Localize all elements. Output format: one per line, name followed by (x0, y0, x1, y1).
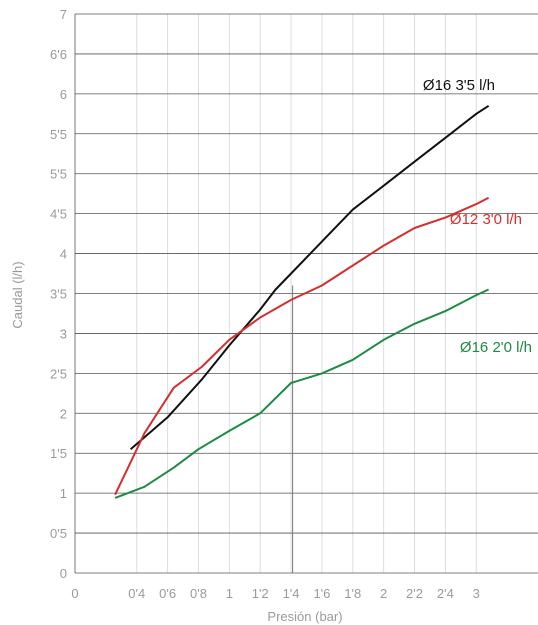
x-tick-label: 0'8 (190, 586, 207, 601)
y-tick-label: 3'5 (50, 287, 67, 302)
x-tick-label: 1'2 (252, 586, 269, 601)
y-tick-label: 5'5 (50, 167, 67, 182)
x-axis-ticks: 0 0'4 0'6 0'8 1 1'2 1'4 1'6 1'8 2 2'2 2'4 3 (71, 586, 480, 601)
x-axis-title: Presión (bar) (267, 609, 342, 624)
series-labels: Ø16 3'5 l/h Ø12 3'0 l/h Ø16 2'0 l/h (423, 77, 532, 356)
x-tick-label: 0'4 (128, 586, 145, 601)
y-tick-label: 3 (60, 326, 67, 341)
series-label: Ø16 2'0 l/h (460, 339, 532, 356)
y-tick-label: 7 (60, 7, 67, 22)
x-tick-label: 1 (226, 586, 233, 601)
series-lines (114, 104, 490, 499)
grid (74, 13, 538, 574)
series-line (129, 104, 490, 450)
y-tick-label: 6 (60, 87, 67, 102)
y-tick-label: 2'5 (50, 366, 67, 381)
y-axis-ticks: 0 0'5 1 1'5 2 2'5 3 3'5 4 4'5 5'5 5'5 6 6'6 7 (50, 7, 67, 581)
x-tick-label: 3 (473, 586, 480, 601)
series-line (114, 288, 490, 499)
x-tick-label: 2 (380, 586, 387, 601)
x-tick-label: 1'8 (344, 586, 361, 601)
series-label: Ø16 3'5 l/h (423, 77, 495, 94)
y-axis-title: Caudal (l/h) (10, 261, 25, 328)
y-tick-label: 4'5 (50, 207, 67, 222)
series-line (114, 196, 490, 496)
x-tick-label: 1'4 (283, 586, 300, 601)
y-tick-label: 2 (60, 406, 67, 421)
y-tick-label: 5'5 (50, 127, 67, 142)
y-tick-label: 4 (60, 247, 67, 262)
series-label: Ø12 3'0 l/h (450, 211, 522, 228)
x-tick-label: 1'6 (313, 586, 330, 601)
y-tick-label: 0'5 (50, 526, 67, 541)
x-tick-label: 2'4 (437, 586, 454, 601)
x-tick-label: 0'6 (159, 586, 176, 601)
y-tick-label: 1'5 (50, 446, 67, 461)
x-tick-label: 2'2 (406, 586, 423, 601)
x-tick-label: 0 (71, 586, 78, 601)
y-tick-label: 6'6 (50, 47, 67, 62)
y-tick-label: 1 (60, 486, 67, 501)
y-tick-label: 0 (60, 566, 67, 581)
